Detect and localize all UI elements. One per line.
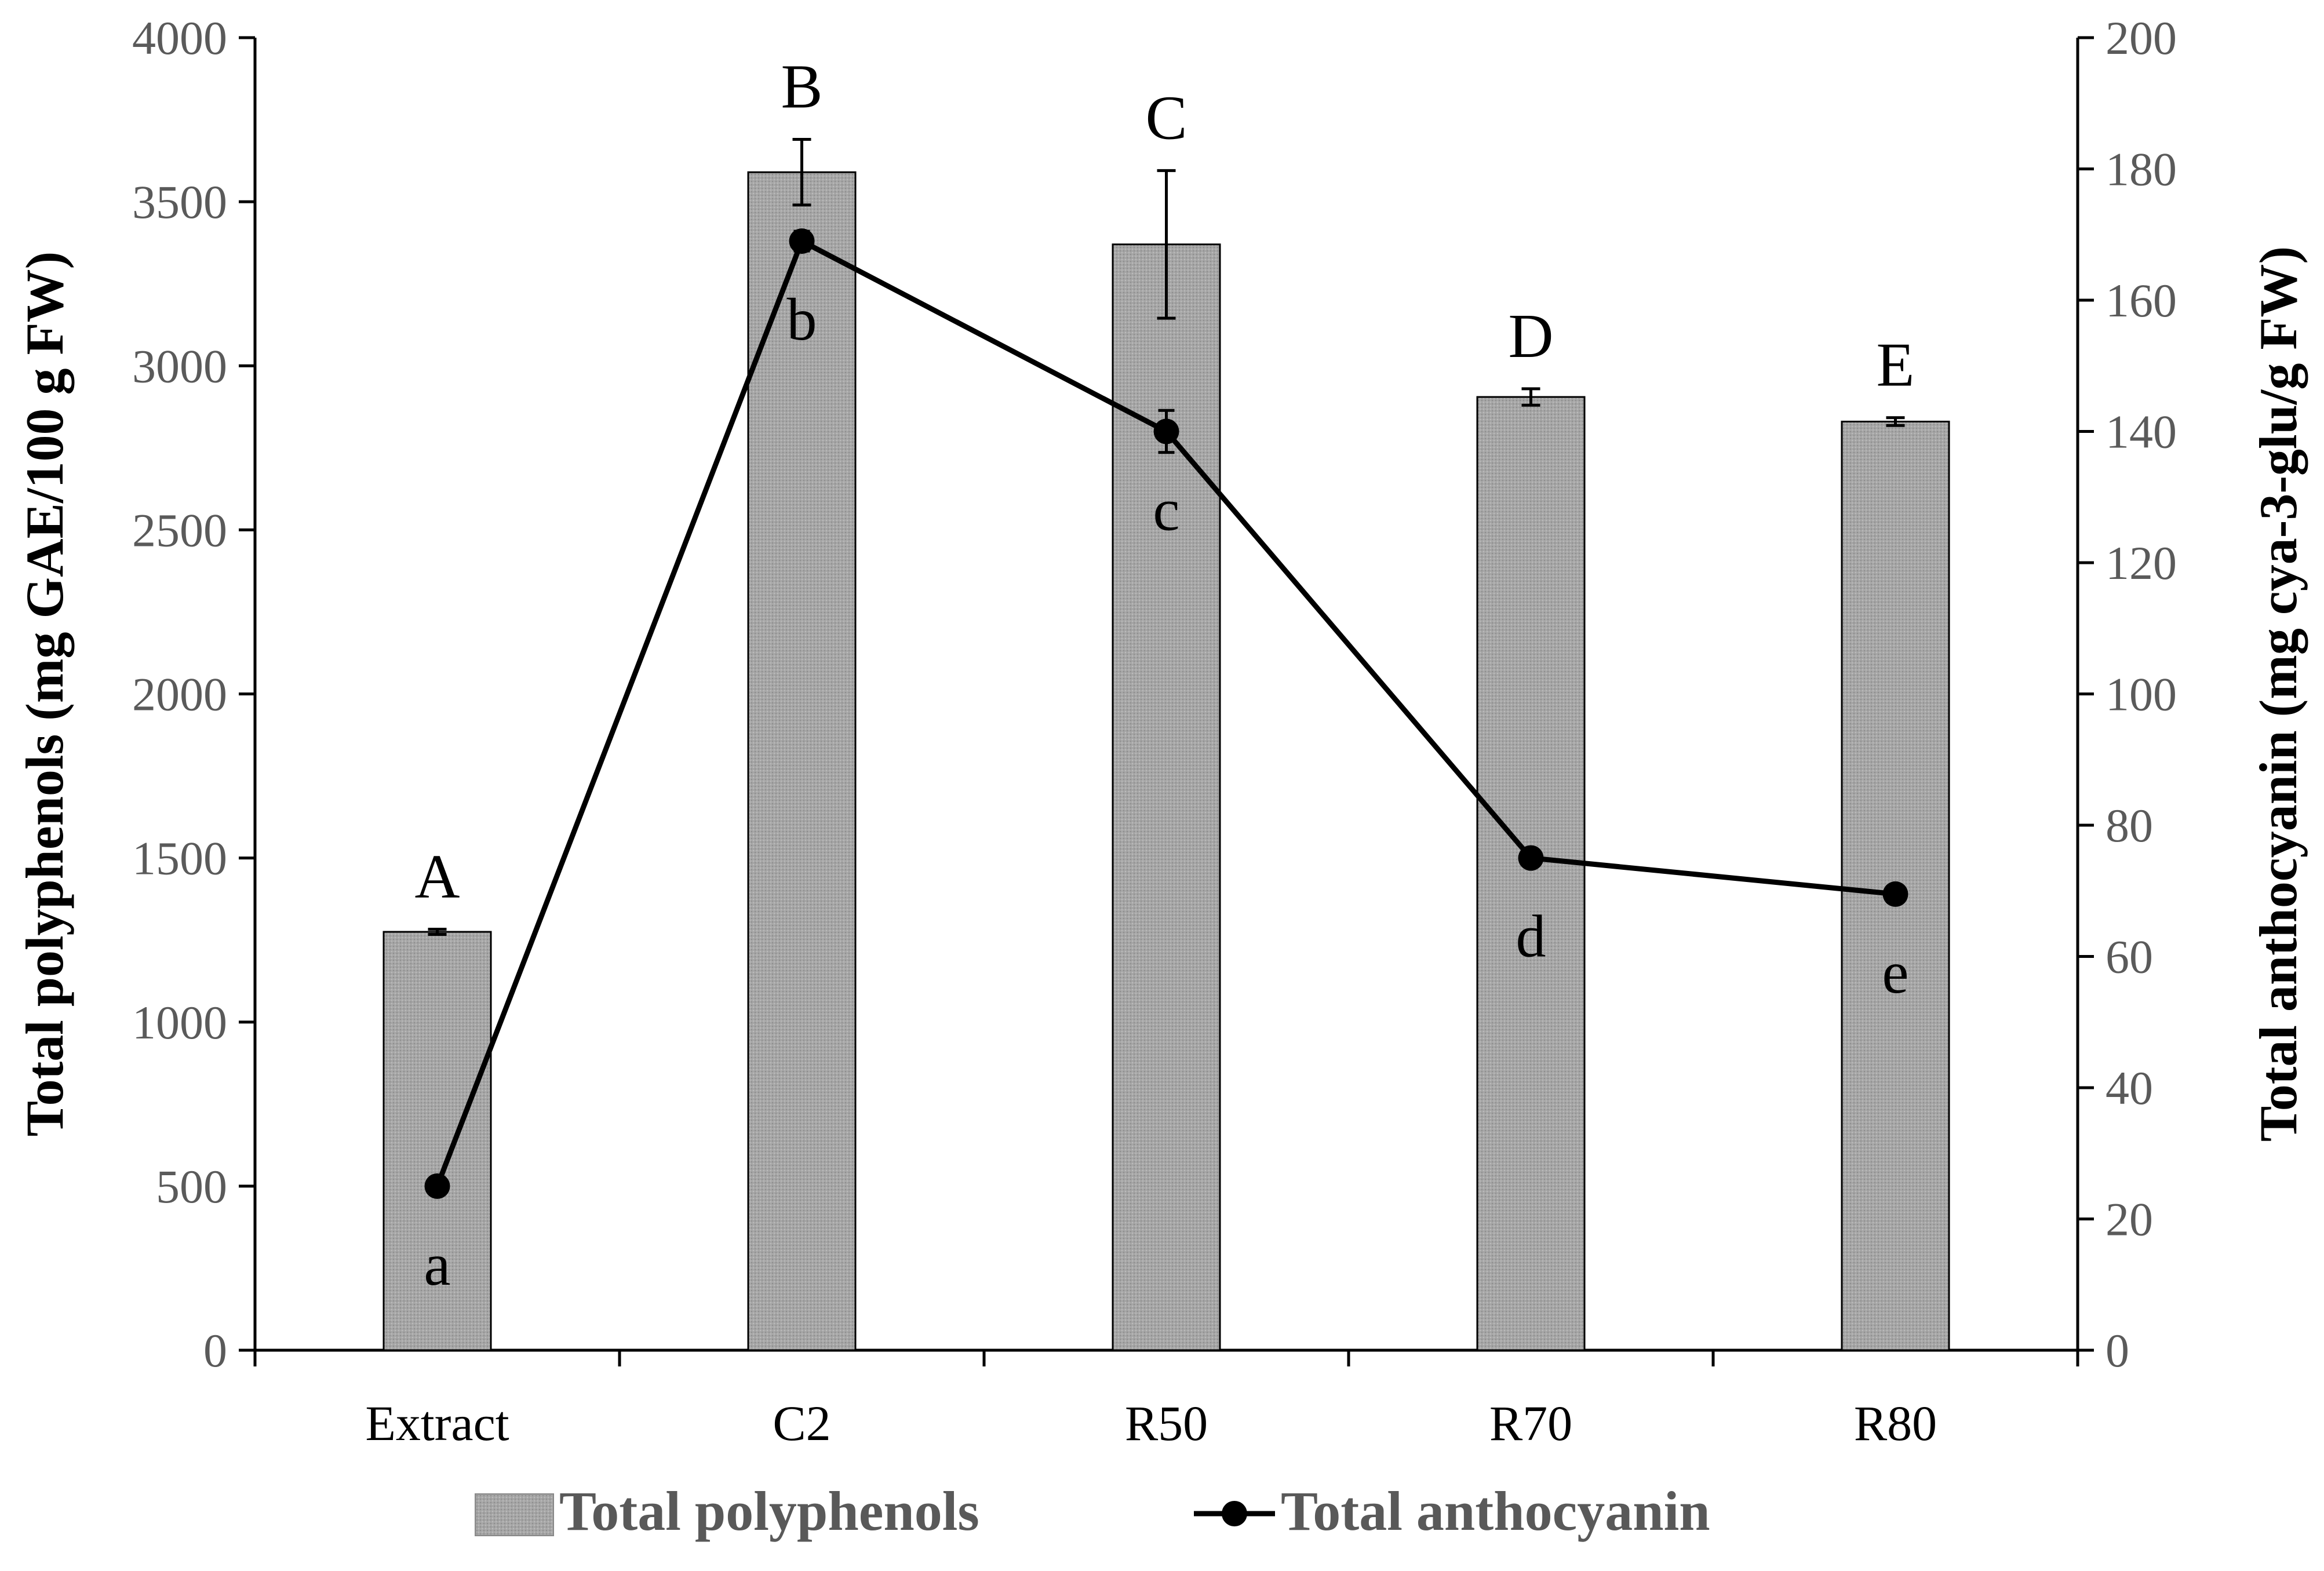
point-letter: c [1153,477,1179,544]
left-tick-label: 3500 [132,176,227,228]
left-tick-label: 1500 [132,832,227,885]
left-tick-label: 2000 [132,668,227,721]
axes: 0 500 1000 1500 2000 2500 3000 3500 4000 0 20 40 60 8… [15,12,2308,1451]
bar-series [383,138,1950,1351]
line-point [424,1173,450,1199]
bar-letter: E [1877,331,1915,400]
bar-letter: A [415,843,460,912]
category-label: Extract [365,1395,509,1451]
point-letter: b [787,286,817,353]
line-series [424,228,1908,1199]
bar [1476,396,1586,1351]
right-tick-label: 140 [2106,406,2177,458]
line-point [1882,881,1908,907]
right-tick-label: 0 [2106,1324,2129,1377]
right-tick-label: 120 [2106,537,2177,589]
right-tick-label: 180 [2106,143,2177,196]
legend-line-label: Total anthocyanin [1281,1480,1710,1542]
point-letter: d [1516,903,1546,970]
legend-line-marker [1222,1501,1247,1526]
right-tick-label: 80 [2106,799,2153,852]
line-point [1518,845,1544,871]
line-point [1153,418,1179,444]
bar-letter: D [1509,302,1554,371]
left-tick-label: 500 [156,1160,227,1213]
left-tick-label: 1000 [132,996,227,1049]
left-tick-label: 0 [203,1324,227,1377]
bar-letter: C [1145,83,1187,152]
y-axis-title: Total polyphenols (mg GAE/100 g FW) [15,251,74,1137]
left-tick-label: 2500 [132,504,227,556]
bar-letter: B [781,53,822,122]
category-label: C2 [773,1395,830,1451]
legend-bar-swatch [475,1493,554,1536]
legend-bar-label: Total polyphenols [559,1480,979,1542]
point-letter: e [1882,939,1908,1006]
category-label: R50 [1125,1395,1208,1451]
legend: Total polyphenols Total anthocyanin [475,1480,1710,1542]
right-tick-label: 160 [2106,274,2177,327]
right-tick-label: 20 [2106,1193,2153,1246]
labels: A B C D Ea b c d e [415,53,1915,1298]
y2-axis-title: Total anthocyanin (mg cya-3-glu/g FW) [2249,246,2308,1142]
left-tick-label: 4000 [132,12,227,64]
bar [747,171,857,1351]
right-tick-label: 200 [2106,12,2177,64]
category-label: R70 [1489,1395,1572,1451]
line-point [789,228,815,254]
right-tick-label: 40 [2106,1062,2153,1114]
bar [383,931,492,1351]
left-tick-label: 3000 [132,340,227,392]
right-tick-label: 100 [2106,668,2177,721]
category-label: R80 [1854,1395,1937,1451]
right-tick-label: 60 [2106,931,2153,983]
point-letter: a [424,1231,450,1298]
